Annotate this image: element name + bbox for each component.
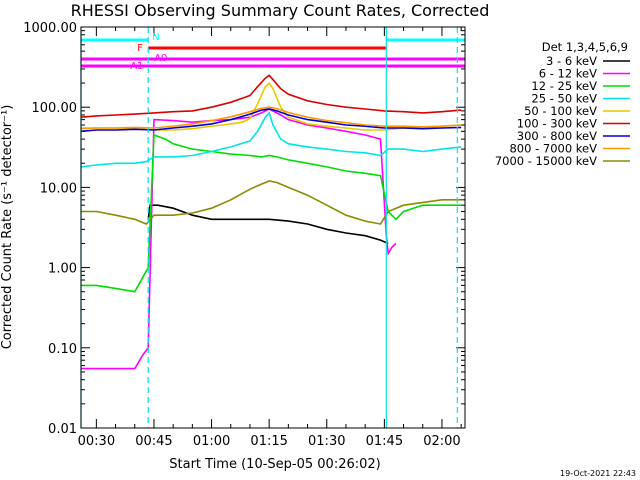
legend-label-8: 7000 - 15000 keV: [495, 154, 597, 168]
x-tick-label: 00:45: [135, 434, 172, 449]
y-axis-label: Corrected Count Rate (s⁻¹ detector⁻¹): [0, 105, 15, 350]
timestamp: 19-Oct-2021 22:43: [560, 469, 636, 478]
legend-label-2: 12 - 25 keV: [531, 79, 597, 93]
x-tick-label: 01:45: [366, 434, 403, 449]
legend-label-7: 800 - 7000 keV: [509, 142, 597, 156]
state-flag-label-3: A0: [154, 53, 167, 64]
legend-label-4: 50 - 100 keV: [524, 104, 597, 118]
legend-label-0: 3 - 6 keV: [546, 54, 597, 68]
series-line-8: [81, 180, 462, 225]
series-line-5: [80, 74, 462, 118]
state-flag-label-4: A1: [130, 61, 143, 72]
legend-label-1: 6 - 12 keV: [539, 67, 597, 81]
y-tick-label: 1000.00: [23, 21, 77, 36]
state-flag-label-0: F: [137, 43, 143, 54]
series-line-2: [81, 133, 462, 293]
chart-title: RHESSI Observing Summary Count Rates, Co…: [71, 1, 490, 20]
x-tick-label: 01:00: [193, 434, 230, 449]
legend-label-6: 300 - 800 keV: [517, 129, 597, 143]
legend-title: Det 1,3,4,5,6,9: [542, 40, 628, 54]
x-tick-label: 00:30: [78, 434, 115, 449]
x-tick-label: 01:15: [250, 434, 287, 449]
y-tick-label: 0.01: [48, 422, 77, 437]
y-tick-label: 1.00: [48, 262, 77, 277]
series-line-1: [81, 108, 397, 370]
x-tick-label: 01:30: [308, 434, 345, 449]
y-tick-label: 100.00: [32, 101, 78, 116]
y-tick-label: 10.00: [40, 181, 77, 196]
legend-label-5: 100 - 300 keV: [517, 117, 597, 131]
legend-label-3: 25 - 50 keV: [531, 92, 597, 106]
plot-frame: [80, 26, 466, 429]
series-line-3: [80, 111, 462, 168]
y-tick-label: 0.10: [48, 342, 77, 357]
x-tick-label: 02:00: [423, 434, 460, 449]
series-line-0: [147, 204, 389, 245]
x-axis-label: Start Time (10-Sep-05 00:26:02): [169, 457, 380, 472]
state-flag-label-1: N: [152, 32, 159, 43]
